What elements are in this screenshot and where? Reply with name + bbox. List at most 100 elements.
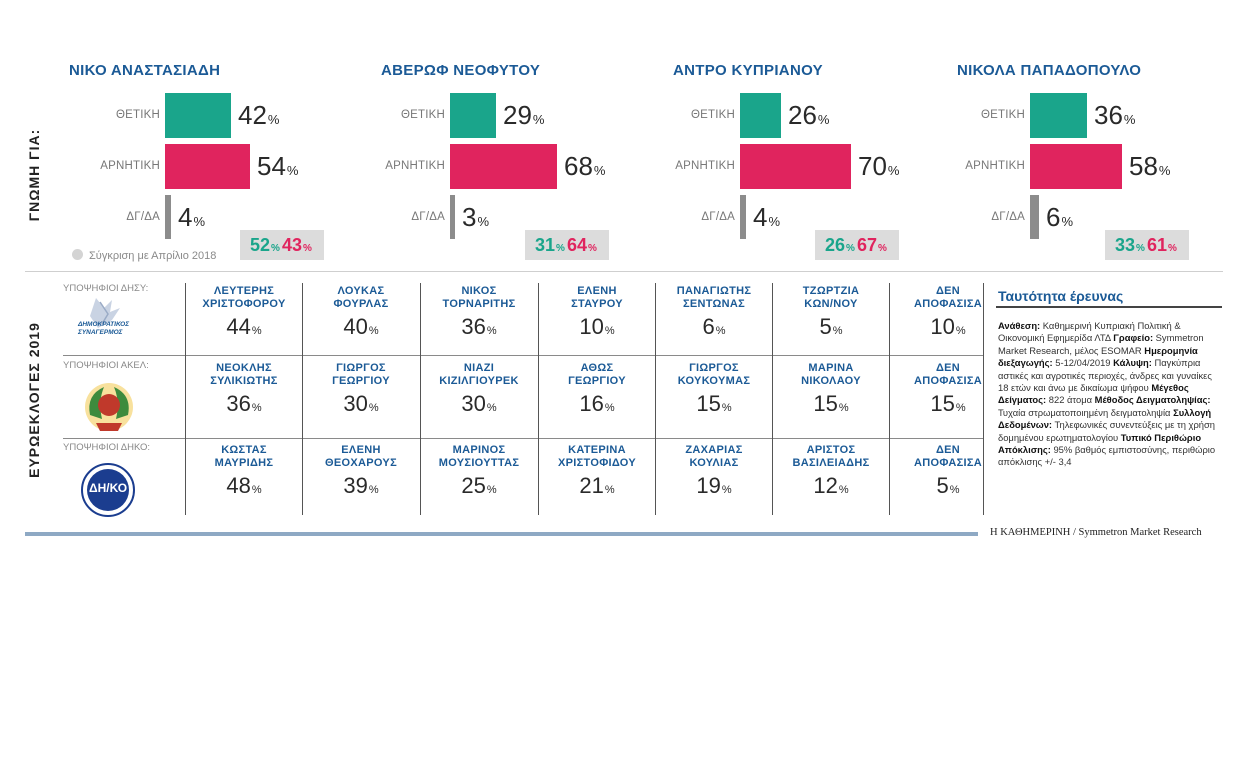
comparison-note: Σύγκριση με Απρίλιο 2018: [89, 250, 217, 262]
percent-sign: %: [949, 484, 960, 496]
comparison-box: 26% 67%: [815, 230, 899, 260]
candidate-first-name: ΜΑΡΙΝΟΣ: [452, 444, 506, 456]
bar-value-unknown: 6%: [1046, 202, 1074, 232]
percent-sign: %: [955, 325, 966, 337]
percent-sign: %: [721, 402, 732, 414]
diko-logo-icon: ΔΗ/ΚΟ: [80, 462, 136, 523]
candidate-percent: 39%: [343, 473, 379, 498]
bar-row-negative: ΑΡΝΗΤΙΚΗ 70%: [640, 144, 930, 189]
candidate-percent: 10%: [930, 314, 966, 339]
percent-sign: %: [838, 484, 849, 496]
bar-row-negative: ΑΡΝΗΤΙΚΗ 68%: [350, 144, 640, 189]
candidate-first-name: ΚΑΤΕΡΙΝΑ: [568, 444, 626, 456]
candidate-percent: 5%: [936, 473, 960, 498]
bar-value-positive: 42%: [238, 100, 280, 130]
bar-label-negative: ΑΡΝΗΤΙΚΗ: [100, 160, 160, 172]
bar-row-unknown: ΔΓ/ΔΑ 4%: [65, 195, 355, 239]
bar-label-positive: ΘΕΤΙΚΗ: [690, 109, 735, 121]
bar-unknown: [450, 195, 455, 239]
comparison-positive: 31%: [535, 235, 565, 255]
survey-field-value: Τυχαία στρωματοποιημένη δειγματοληψία: [998, 406, 1174, 418]
bar-value-unknown: 4%: [178, 202, 206, 232]
bar-value-positive: 26%: [788, 100, 830, 130]
candidate-percent: 15%: [813, 391, 849, 416]
candidate-first-name: ΕΛΕΝΗ: [341, 444, 381, 456]
bottom-band: [25, 532, 978, 536]
party-label: ΥΠΟΨΗΦΙΟΙ ΑΚΕΛ:: [63, 360, 149, 371]
percent-sign: %: [267, 112, 280, 127]
percent-sign: %: [1123, 112, 1136, 127]
survey-field-label: Μέθοδος Δειγματοληψίας:: [1094, 394, 1211, 406]
candidate-last-name: ΧΡΙΣΤΟΦΙΔΟΥ: [558, 457, 636, 469]
euro-candidate-cell: ΚΩΣΤΑΣ ΜΑΥΡΙΔΗΣ 48%: [186, 444, 302, 519]
bar-positive: [450, 93, 496, 138]
party-label: ΥΠΟΨΗΦΙΟΙ ΔΗΚΟ:: [63, 442, 151, 453]
comparison-positive: 26%: [825, 235, 855, 255]
candidate-panel: ΑΝΤΡΟ ΚΥΠΡΙΑΝΟΥ ΘΕΤΙΚΗ 26% ΑΡΝΗΤΙΚΗ 70% ΔΓ/ΔΑ…: [640, 62, 930, 267]
candidate-last-name: ΚΙΖΙΛΓΙΟΥΡΕΚ: [439, 375, 519, 387]
legend-dot-icon: [72, 249, 83, 260]
candidate-first-name: ΕΛΕΝΗ: [577, 285, 617, 297]
candidate-first-name: ΔΕΝ: [935, 285, 961, 297]
column-divider: [655, 283, 656, 515]
bar-label-unknown: ΔΓ/ΔΑ: [411, 211, 445, 223]
euro-candidate-cell: ΠΑΝΑΓΙΩΤΗΣ ΣΕΝΤΩΝΑΣ 6%: [656, 285, 772, 357]
survey-field-value: Τηλεφωνικές συνεντεύξεις με τη χρήση δομ…: [998, 419, 1215, 443]
candidate-panel: ΝΙΚΟ ΑΝΑΣΤΑΣΙΑΔΗ ΘΕΤΙΚΗ 42% ΑΡΝΗΤΙΚΗ 54% ΔΓ/Δ…: [65, 62, 355, 267]
percent-sign: %: [302, 243, 312, 254]
percent-sign: %: [1061, 214, 1074, 229]
euro-candidate-cell: ΓΙΩΡΓΟΣ ΓΕΩΡΓΙΟΥ 30%: [303, 362, 419, 439]
comparison-negative: 64%: [566, 235, 597, 255]
candidate-last-name: ΣΤΑΥΡΟΥ: [571, 298, 623, 310]
candidate-last-name: ΣΕΝΤΩΝΑΣ: [682, 298, 746, 310]
percent-sign: %: [721, 484, 732, 496]
percent-sign: %: [486, 402, 497, 414]
candidate-last-name: ΦΟΥΡΛΑΣ: [333, 298, 389, 310]
row-divider: [63, 438, 983, 439]
percent-sign: %: [486, 325, 497, 337]
bar-label-unknown: ΔΓ/ΔΑ: [991, 211, 1025, 223]
survey-field-value: Παγκύπρια αστικές και αγροτικές περιοχές…: [998, 357, 1212, 394]
candidate-name: ΑΒΕΡΩΦ ΝΕΟΦΥΤΟΥ: [381, 62, 541, 79]
candidate-first-name: ΓΙΩΡΓΟΣ: [689, 362, 739, 374]
percent-sign: %: [251, 325, 262, 337]
euro-candidate-cell: ΛΟΥΚΑΣ ΦΟΥΡΛΑΣ 40%: [303, 285, 419, 357]
candidate-last-name: ΓΕΩΡΓΙΟΥ: [568, 375, 626, 387]
candidate-last-name: ΧΡΙΣΤΟΦΟΡΟΥ: [202, 298, 286, 310]
euro-candidate-cell: ΚΑΤΕΡΙΝΑ ΧΡΙΣΤΟΦΙΔΟΥ 21%: [539, 444, 655, 519]
survey-field-value: Καθημερινή Κυπριακή Πολιτική & Οικονομικ…: [998, 320, 1181, 344]
candidate-percent: 15%: [930, 391, 966, 416]
candidate-percent: 30%: [343, 391, 379, 416]
bar-row-positive: ΘΕΤΙΚΗ 42%: [65, 93, 355, 138]
disy-logo-icon: ΔΗΜΟΚΡΑΤΙΚΟΣ ΣΥΝΑΓΕΡΜΟΣ: [68, 294, 158, 355]
bar-value-negative: 68%: [564, 151, 606, 181]
euro-candidate-cell: ΜΑΡΙΝΑ ΝΙΚΟΛΑΟΥ 15%: [773, 362, 889, 439]
survey-field-label: Μέγεθος Δείγματος:: [998, 382, 1189, 406]
survey-title: Ταυτότητα έρευνας: [998, 288, 1124, 304]
candidate-percent: 48%: [226, 473, 262, 498]
percent-sign: %: [486, 484, 497, 496]
candidate-percent: 19%: [696, 473, 732, 498]
bar-value-positive: 36%: [1094, 100, 1136, 130]
candidate-first-name: ΛΟΥΚΑΣ: [337, 285, 385, 297]
bar-label-positive: ΘΕΤΙΚΗ: [980, 109, 1025, 121]
candidate-percent: 36%: [226, 391, 262, 416]
percent-sign: %: [1167, 243, 1177, 254]
candidate-first-name: ΔΕΝ: [935, 444, 961, 456]
candidate-first-name: ΓΙΩΡΓΟΣ: [336, 362, 386, 374]
candidate-first-name: ΛΕΥΤΕΡΗΣ: [213, 285, 275, 297]
candidate-percent: 15%: [696, 391, 732, 416]
percent-sign: %: [368, 484, 379, 496]
candidate-first-name: ΚΩΣΤΑΣ: [221, 444, 267, 456]
bar-row-positive: ΘΕΤΙΚΗ 26%: [640, 93, 930, 138]
percent-sign: %: [768, 214, 781, 229]
euro-candidate-cell: ΛΕΥΤΕΡΗΣ ΧΡΙΣΤΟΦΟΡΟΥ 44%: [186, 285, 302, 357]
bar-label-positive: ΘΕΤΙΚΗ: [400, 109, 445, 121]
party-logo-text: ΔΗ/ΚΟ: [88, 481, 128, 495]
percent-sign: %: [604, 402, 615, 414]
opinion-vertical-label: ΓΝΩΜΗ ΓΙΑ:: [22, 120, 46, 230]
euro-candidate-cell: ΑΘΩΣ ΓΕΩΡΓΙΟΥ 16%: [539, 362, 655, 439]
comparison-positive: 33%: [1115, 235, 1145, 255]
party-logo-text: ΣΥΝΑΓΕΡΜΟΣ: [78, 329, 123, 336]
bar-label-unknown: ΔΓ/ΔΑ: [701, 211, 735, 223]
